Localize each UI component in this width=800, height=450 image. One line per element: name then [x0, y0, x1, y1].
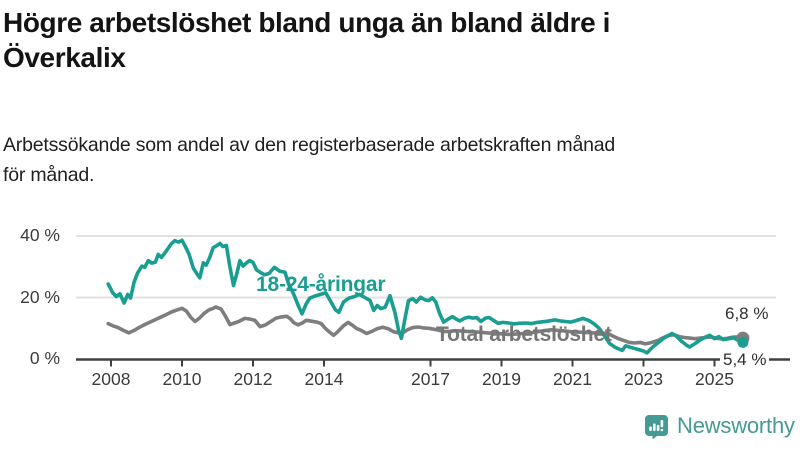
end-value-label-total: 6,8 %: [725, 304, 769, 323]
x-axis-label: 2025: [695, 369, 734, 389]
x-axis-label: 2012: [233, 369, 273, 389]
x-axis-label: 2023: [624, 369, 663, 389]
newsworthy-logo-text: Newsworthy: [677, 413, 795, 438]
gridlines: [76, 235, 776, 299]
series-label-youth: 18-24-åringar: [256, 273, 386, 296]
title-line-2: Överkalix: [3, 42, 126, 73]
logo-bar-chart-glyph: [649, 419, 664, 431]
x-axis-label: 2021: [553, 369, 592, 389]
newsworthy-logo[interactable]: Newsworthy: [644, 413, 795, 439]
x-axis-ticks: [110, 359, 716, 367]
end-dot-youth: [737, 336, 749, 348]
y-axis-label: 0 %: [29, 348, 60, 368]
x-axis-label: 2014: [304, 369, 344, 389]
subtitle-line-2: för månad.: [3, 164, 95, 186]
title-line-1: Högre arbetslöshet bland unga än bland ä…: [3, 7, 611, 38]
line-total-unemployment: [106, 305, 745, 346]
chart-subtitle: Arbetssökande som andel av den registerb…: [3, 130, 793, 190]
end-value-label-youth: 5,4 %: [720, 350, 770, 370]
y-axis-label: 40 %: [20, 225, 60, 245]
page-title: Högre arbetslöshet bland unga än bland ä…: [3, 5, 793, 75]
line-youth-18-24: [106, 238, 745, 355]
x-axis-label: 2010: [162, 369, 202, 389]
y-axis-label: 20 %: [20, 286, 60, 307]
series-label-total: Total arbetslöshet: [436, 323, 612, 346]
x-axis-label: 2008: [91, 369, 131, 389]
x-axis-label: 2019: [482, 369, 521, 389]
newsworthy-logo-icon: [644, 414, 669, 439]
x-axis-label: 2017: [411, 369, 450, 389]
subtitle-line-1: Arbetssökande som andel av den registerb…: [3, 134, 616, 156]
